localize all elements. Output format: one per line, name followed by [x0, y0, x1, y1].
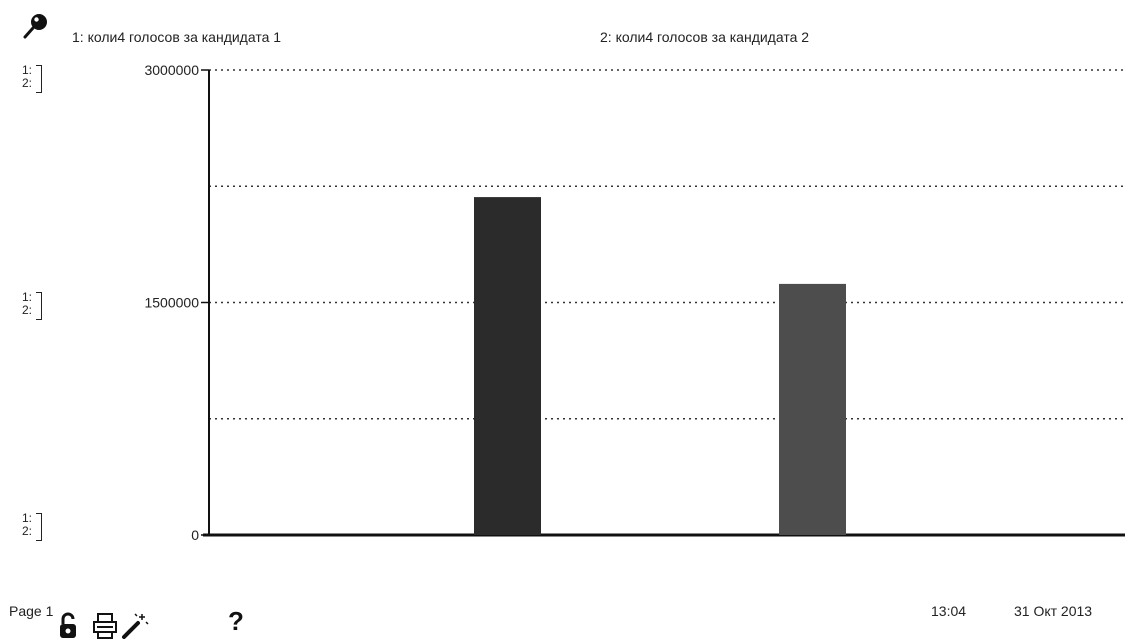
legend-magnifier-icon[interactable] [22, 12, 50, 40]
scale-marker-middle: 1: 2: [18, 291, 58, 325]
scale-marker-top: 1: 2: [18, 64, 58, 98]
bar-chart: 0 1500000 3000000 [144, 62, 1125, 543]
y-tick-label: 0 [191, 527, 199, 543]
legend-series-1-label: 1: коли4 голосов за кандидата 1 [72, 29, 282, 45]
footer-time: 13:04 [931, 603, 967, 619]
scale-marker-line1: 1: [22, 511, 33, 525]
scale-marker-bracket [36, 65, 42, 93]
help-icon[interactable]: ? [228, 606, 244, 636]
scale-marker-line2: 2: [22, 303, 33, 317]
legend-series-2-label: 2: коли4 голосов за кандидата 2 [600, 29, 810, 45]
printer-icon[interactable] [91, 611, 119, 639]
scale-marker-line2: 2: [22, 524, 33, 538]
footer-date: 31 Окт 2013 [1014, 603, 1093, 619]
scale-marker-line2: 2: [22, 76, 33, 90]
y-tick-label: 3000000 [144, 62, 199, 78]
y-tick-label: 1500000 [144, 295, 199, 311]
page-number: Page 1 [9, 603, 54, 619]
bar-series-2 [779, 283, 846, 535]
lock-icon[interactable] [57, 611, 79, 639]
magic-wand-icon[interactable] [120, 611, 150, 639]
scale-marker-bottom: 1: 2: [18, 512, 58, 546]
scale-marker-line1: 1: [22, 290, 33, 304]
scale-marker-bracket [36, 513, 42, 541]
scale-marker-line1: 1: [22, 63, 33, 77]
bar-series-1 [474, 197, 541, 535]
scale-marker-bracket [36, 292, 42, 320]
